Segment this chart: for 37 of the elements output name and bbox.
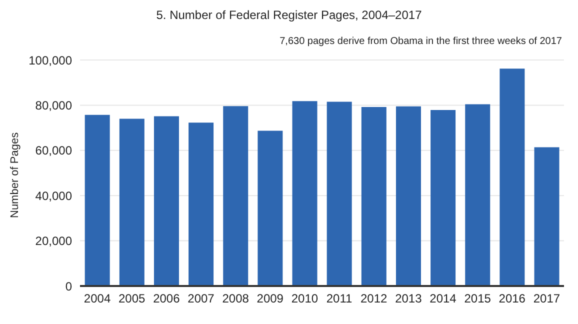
- y-tick-label: 0: [65, 279, 72, 294]
- bar: [534, 147, 560, 286]
- x-tick-label: 2007: [188, 292, 215, 306]
- y-tick-label: 100,000: [28, 53, 72, 68]
- y-tick-label: 80,000: [35, 98, 72, 112]
- bar: [223, 106, 248, 286]
- bar: [465, 104, 490, 286]
- x-tick-label: 2006: [153, 292, 180, 306]
- bar: [154, 116, 179, 286]
- bar: [361, 107, 386, 286]
- x-tick-label: 2015: [464, 292, 492, 306]
- y-tick-label: 60,000: [35, 144, 72, 158]
- y-tick-label: 40,000: [35, 188, 72, 203]
- x-tick-label: 2016: [498, 292, 526, 306]
- bar: [258, 130, 283, 286]
- x-tick-label: 2012: [360, 292, 388, 306]
- bar: [84, 114, 110, 286]
- y-tick-label: 20,000: [35, 234, 72, 248]
- text: 7,630 pages derive from Obama in the first three weeks of 2017: [280, 36, 562, 47]
- bar: [292, 101, 318, 286]
- x-tick-label: 2008: [222, 292, 250, 306]
- x-tick-label: 2014: [430, 292, 457, 306]
- chart-title: 5. Number of Federal Register Pages, 2004–2017: [155, 8, 423, 22]
- x-tick-label: 2009: [256, 292, 284, 306]
- bar: [396, 106, 421, 286]
- y-axis-title: Number of Pages: [8, 132, 21, 218]
- bar: [119, 118, 144, 286]
- bar: [326, 102, 352, 286]
- bar: [430, 110, 456, 286]
- x-tick-label: 2013: [395, 292, 422, 306]
- bar: [500, 68, 525, 286]
- x-tick-label: 2011: [326, 292, 353, 306]
- x-tick-label: 2005: [118, 292, 146, 306]
- x-tick-label: 2010: [291, 292, 318, 306]
- x-tick-label: 2017: [533, 292, 560, 306]
- bar: [188, 122, 214, 286]
- x-tick-label: 2004: [84, 292, 111, 306]
